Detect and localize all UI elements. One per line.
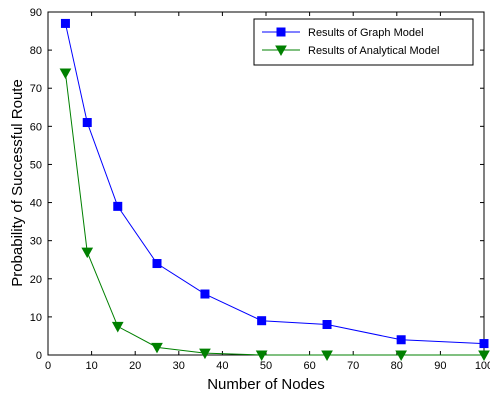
y-tick-label: 20 <box>30 274 42 286</box>
data-point <box>151 342 163 354</box>
y-tick-label: 10 <box>30 312 42 324</box>
x-tick-label: 80 <box>391 360 403 372</box>
legend-box <box>253 18 474 66</box>
data-point <box>255 350 268 362</box>
data-point <box>478 350 490 362</box>
y-tick-label: 50 <box>30 159 42 171</box>
x-tick-label: 40 <box>216 360 228 372</box>
y-tick-label: 0 <box>36 350 42 362</box>
data-point <box>111 321 124 333</box>
y-tick-label: 60 <box>30 121 42 133</box>
data-point <box>321 350 333 362</box>
legend-marker <box>275 45 287 57</box>
y-tick-label: 40 <box>30 198 42 210</box>
data-point <box>59 68 72 80</box>
legend-entry-label: Results of Graph Model <box>308 27 424 39</box>
data-point <box>322 320 332 330</box>
x-tick-label: 90 <box>434 360 446 372</box>
data-point <box>199 348 211 360</box>
y-tick-label: 80 <box>30 45 42 57</box>
y-tick-label: 90 <box>30 7 42 19</box>
x-axis-label: Number of Nodes <box>207 376 325 393</box>
data-point <box>479 339 489 349</box>
x-tick-label: 100 <box>475 360 490 372</box>
data-point <box>152 259 162 269</box>
y-tick-label: 30 <box>30 236 42 248</box>
x-tick-label: 30 <box>173 360 185 372</box>
data-point <box>396 335 406 345</box>
legend-entry-label: Results of Analytical Model <box>308 45 439 57</box>
series-layer <box>59 18 490 362</box>
data-point <box>82 118 92 128</box>
data-point <box>395 350 408 362</box>
ticks-layer: 0 10 20 30 40 50 60 70 80 90 100 0 10 20 30 40 50 60 70 80 9… <box>30 7 490 372</box>
x-tick-label: 20 <box>129 360 141 372</box>
data-point <box>113 201 123 211</box>
y-axis-label: Probability of Successful Route <box>9 79 26 287</box>
data-point <box>60 18 70 28</box>
legend: Results of Graph Model Results of Analyt… <box>253 18 474 66</box>
series-2 <box>59 68 490 362</box>
x-tick-label: 70 <box>347 360 359 372</box>
data-point <box>200 289 210 299</box>
x-tick-label: 50 <box>260 360 272 372</box>
x-tick-label: 0 <box>45 360 51 372</box>
x-tick-label: 60 <box>303 360 315 372</box>
data-point <box>81 247 94 259</box>
legend-marker <box>276 27 286 37</box>
plot-area <box>47 11 485 356</box>
data-point <box>257 316 267 326</box>
x-tick-label: 10 <box>85 360 97 372</box>
series-1 <box>60 18 489 349</box>
y-tick-label: 70 <box>30 83 42 95</box>
